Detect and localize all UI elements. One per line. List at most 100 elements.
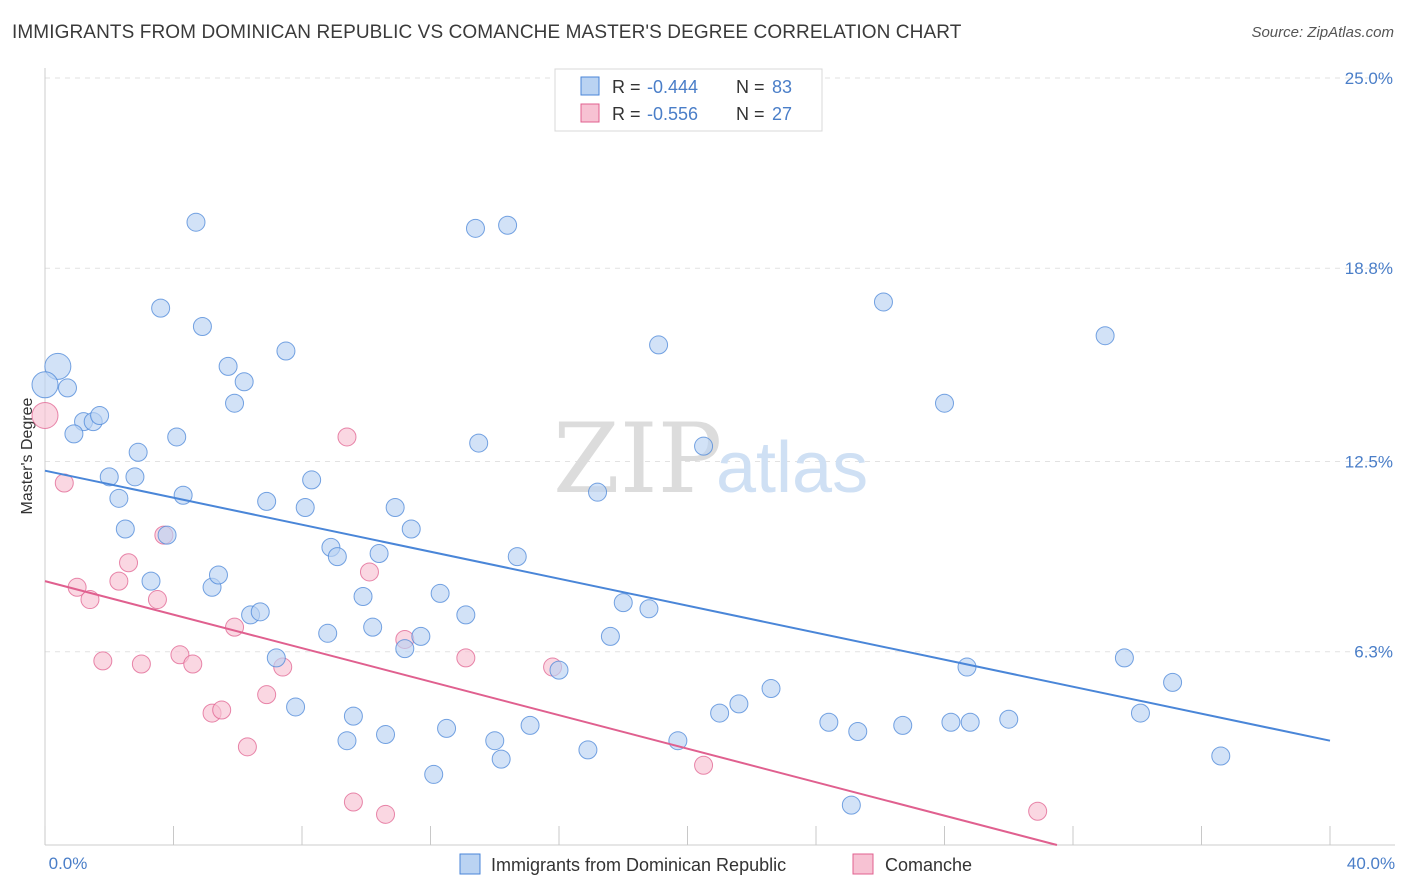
point-dominican <box>549 660 569 680</box>
watermark-zip: ZIP <box>553 403 722 515</box>
point-dominican <box>401 519 421 539</box>
point-dominican <box>507 547 527 567</box>
point-dominican <box>819 712 839 732</box>
point-comanche <box>147 590 167 610</box>
point-dominican <box>694 436 714 456</box>
point-dominican <box>935 393 954 413</box>
legend-swatch-comanche <box>852 853 874 875</box>
y-tick-label: 12.5% <box>1345 453 1393 472</box>
x-ticks <box>44 826 1331 845</box>
point-dominican <box>395 639 415 659</box>
point-dominican <box>430 583 450 603</box>
point-dominican <box>941 712 961 732</box>
chart-title: IMMIGRANTS FROM DOMINICAN REPUBLIC VS CO… <box>12 22 962 43</box>
trend-line-comanche <box>44 580 1058 846</box>
point-dominican <box>485 731 505 751</box>
point-dominican <box>192 317 212 337</box>
series-dominican-points <box>31 212 1231 815</box>
point-dominican <box>90 405 110 425</box>
point-dominican <box>115 519 135 539</box>
point-comanche <box>694 755 714 775</box>
y-tick-labels: 6.3% 12.5% 18.8% 25.0% <box>1345 69 1393 662</box>
point-dominican <box>327 547 347 567</box>
point-comanche <box>456 648 476 668</box>
point-dominican <box>385 498 405 518</box>
trend-lines <box>44 469 1331 846</box>
point-dominican <box>520 715 540 735</box>
point-comanche <box>31 401 59 429</box>
point-dominican <box>250 602 270 622</box>
point-comanche <box>93 651 113 671</box>
point-comanche <box>225 617 245 637</box>
point-dominican <box>266 648 286 668</box>
point-dominican <box>128 442 148 462</box>
trend-line-dominican <box>44 469 1331 742</box>
point-dominican <box>578 740 598 760</box>
point-comanche <box>109 571 129 591</box>
stats-legend-swatch-pink <box>580 103 600 123</box>
point-dominican <box>225 393 245 413</box>
chart-source: Source: ZipAtlas.com <box>1251 24 1394 41</box>
point-comanche <box>359 562 379 582</box>
point-dominican <box>999 709 1019 729</box>
point-dominican <box>276 341 296 361</box>
point-comanche <box>376 804 396 824</box>
point-dominican <box>295 498 315 518</box>
y-tick-label: 25.0% <box>1345 69 1393 88</box>
point-dominican <box>649 335 669 355</box>
point-dominican <box>491 749 511 769</box>
point-dominican <box>125 467 145 487</box>
stats-legend-r-value-1: -0.444 <box>647 77 698 97</box>
point-dominican <box>613 593 633 613</box>
point-dominican <box>424 764 444 784</box>
stats-legend: R = -0.444 N = 83 R = -0.556 N = 27 <box>554 68 823 132</box>
legend-swatch-dominican <box>459 853 481 875</box>
point-dominican <box>302 470 322 490</box>
point-dominican <box>588 482 608 502</box>
legend-label-dominican: Immigrants from Dominican Republic <box>491 855 786 875</box>
point-dominican <box>848 721 868 741</box>
watermark-atlas: atlas <box>716 428 868 508</box>
point-comanche <box>237 737 257 757</box>
x-tick-label-min: 0.0% <box>49 854 88 873</box>
point-dominican <box>363 617 383 637</box>
point-dominican <box>369 544 389 564</box>
point-dominican <box>64 424 84 444</box>
point-dominican <box>873 292 893 312</box>
point-dominican <box>960 712 980 732</box>
point-comanche <box>170 645 190 665</box>
point-dominican <box>31 371 59 399</box>
point-dominican <box>157 525 177 545</box>
point-dominican <box>353 586 373 606</box>
x-tick-label-max: 40.0% <box>1347 854 1395 873</box>
point-dominican <box>1211 746 1231 766</box>
stats-legend-n-value-1: 83 <box>772 77 792 97</box>
point-comanche <box>119 553 139 573</box>
point-comanche <box>212 700 232 720</box>
point-comanche <box>343 792 363 812</box>
point-dominican <box>639 599 659 619</box>
y-tick-label: 6.3% <box>1354 643 1393 662</box>
y-axis-label: Master's Degree <box>19 397 36 514</box>
point-dominican <box>218 356 238 376</box>
point-comanche <box>183 654 203 674</box>
y-tick-label: 18.8% <box>1345 259 1393 278</box>
point-dominican <box>729 694 749 714</box>
point-comanche <box>257 685 277 705</box>
point-dominican <box>893 715 913 735</box>
point-dominican <box>761 679 781 699</box>
point-dominican <box>1114 648 1134 668</box>
point-dominican <box>498 215 518 235</box>
point-dominican <box>343 706 363 726</box>
point-dominican <box>234 372 254 392</box>
stats-legend-n-label-2: N = <box>736 104 770 124</box>
point-comanche <box>1028 801 1048 821</box>
series-legend: Immigrants from Dominican Republic Coman… <box>459 853 972 875</box>
point-dominican <box>1095 326 1115 346</box>
point-dominican <box>208 565 228 585</box>
point-dominican <box>957 657 977 677</box>
stats-legend-r-value-2: -0.556 <box>647 104 698 124</box>
point-dominican <box>318 623 338 643</box>
point-comanche <box>131 654 151 674</box>
point-dominican <box>141 571 161 591</box>
